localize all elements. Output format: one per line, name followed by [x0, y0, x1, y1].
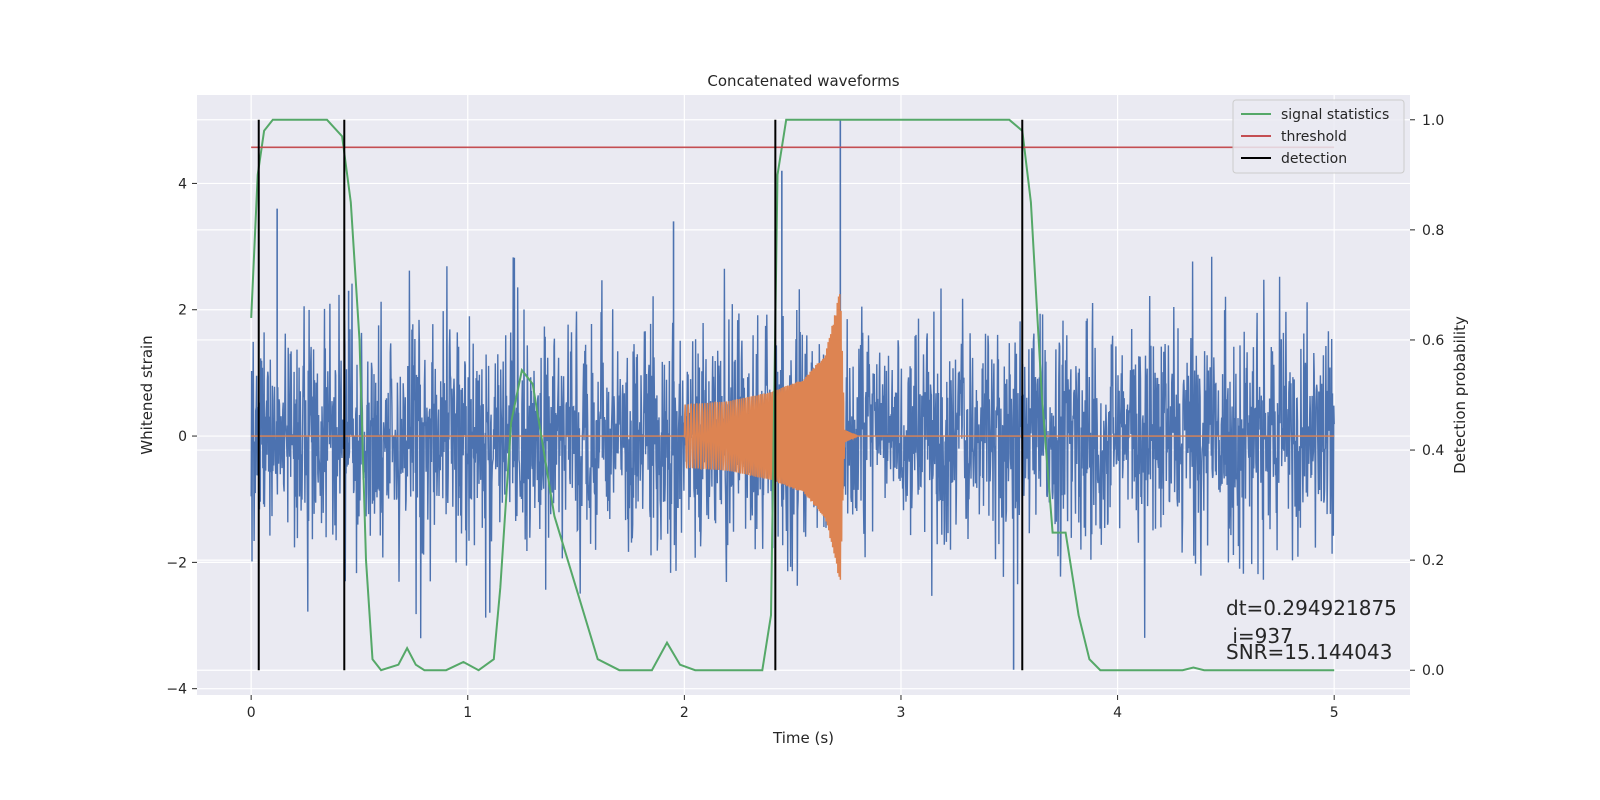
- x-tick-label: 0: [247, 705, 256, 721]
- axis-ticks: 0 1 2 3 4 5 −4 −2 0 2 4 0.0 0.2 0.4 0.6 0.8 1.0: [166, 113, 1444, 721]
- x-tick-label: 3: [897, 705, 906, 721]
- legend: signal statistics threshold detection: [1232, 99, 1405, 174]
- y-axis-right-label: Detection probability: [1451, 316, 1469, 474]
- injection-series: [251, 294, 1335, 580]
- legend-box: [1232, 99, 1405, 174]
- annotation-snr: SNR=15.144043: [1226, 640, 1392, 664]
- annotation-dt: dt=0.294921875: [1226, 596, 1397, 620]
- y-right-tick-label: 0.0: [1422, 663, 1444, 679]
- y-tick-label: 4: [178, 176, 187, 192]
- y-right-tick-label: 0.2: [1422, 553, 1444, 569]
- y-right-tick-label: 0.8: [1422, 223, 1444, 239]
- y-right-tick-label: 0.6: [1422, 333, 1444, 349]
- x-tick-label: 5: [1330, 705, 1339, 721]
- y-tick-label: −4: [166, 682, 187, 698]
- signal-statistics-series: [250, 118, 1335, 672]
- x-tick-label: 1: [463, 705, 472, 721]
- y-tick-label: −2: [166, 555, 187, 571]
- y-tick-label: 0: [178, 429, 187, 445]
- detection-series: [257, 119, 1024, 671]
- chart-title: Concatenated waveforms: [707, 72, 899, 90]
- injection-trace: [251, 294, 1335, 580]
- x-tick-label: 2: [680, 705, 689, 721]
- signal-statistics-line: [250, 118, 1335, 672]
- legend-label-detection: detection: [1281, 151, 1347, 167]
- y-tick-label: 2: [178, 303, 187, 319]
- y-right-tick-label: 1.0: [1422, 113, 1444, 129]
- y-axis-label: Whitened strain: [138, 335, 156, 454]
- x-tick-label: 4: [1113, 705, 1122, 721]
- x-axis-label: Time (s): [772, 729, 834, 747]
- legend-label-threshold: threshold: [1281, 129, 1347, 145]
- y-right-tick-label: 0.4: [1422, 443, 1444, 459]
- legend-label-signal-statistics: signal statistics: [1281, 107, 1389, 123]
- annotation-index: i=937: [1226, 624, 1293, 648]
